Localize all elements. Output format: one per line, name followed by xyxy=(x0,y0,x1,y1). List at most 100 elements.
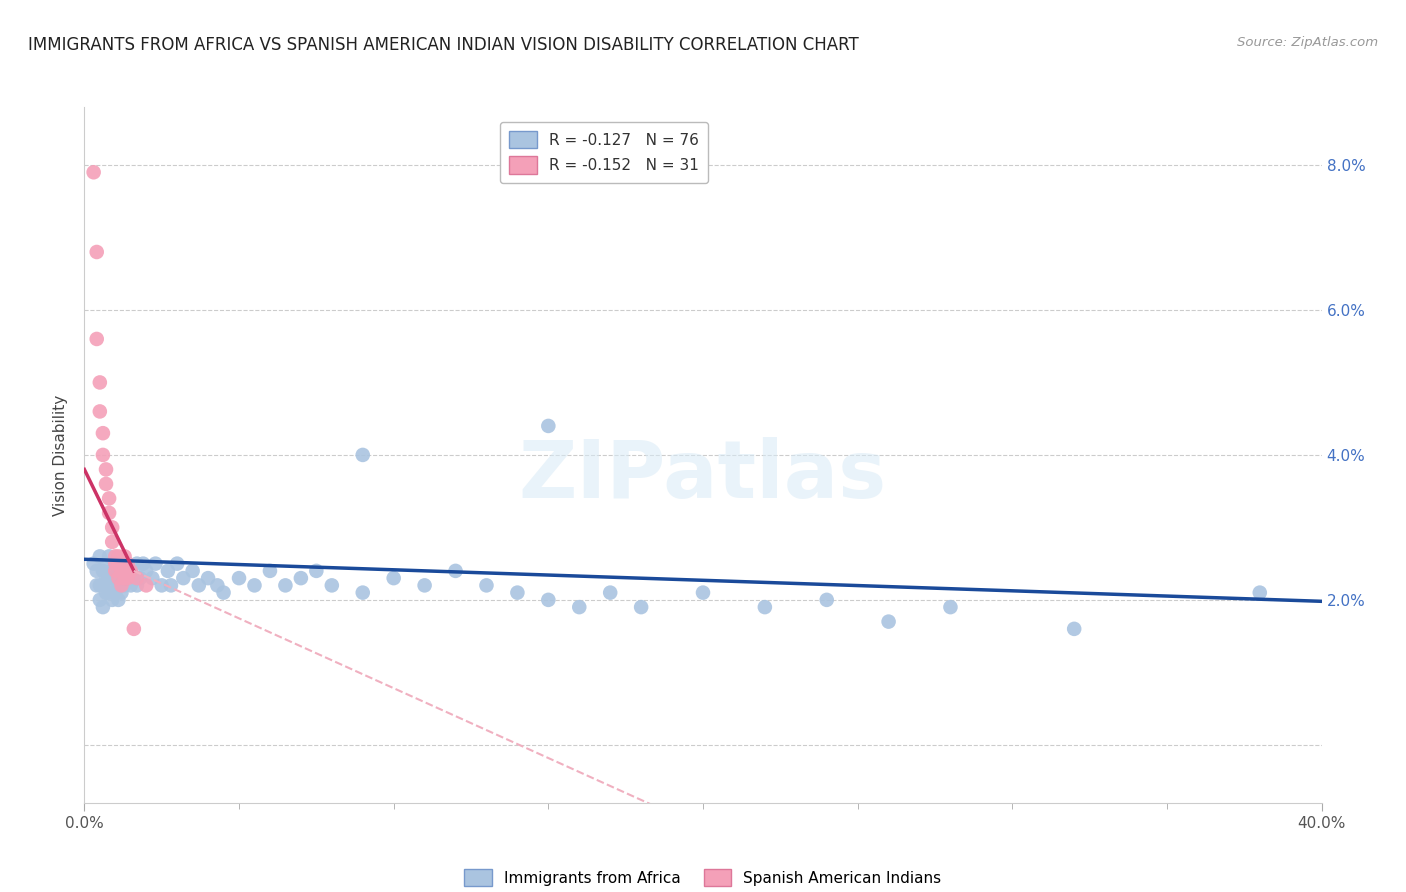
Point xyxy=(110,557,132,571)
Point xyxy=(132,557,155,571)
Point xyxy=(86,244,108,259)
Point xyxy=(107,571,129,585)
Point xyxy=(135,578,157,592)
Point xyxy=(114,564,136,578)
Point xyxy=(89,549,111,564)
Point xyxy=(98,585,121,599)
Point xyxy=(754,600,776,615)
Point xyxy=(89,376,111,390)
Point xyxy=(135,564,157,578)
Point xyxy=(692,585,714,599)
Point xyxy=(125,578,148,592)
Point xyxy=(166,557,188,571)
Point xyxy=(104,571,127,585)
Point xyxy=(352,585,374,599)
Point xyxy=(125,571,148,585)
Point xyxy=(83,557,105,571)
Point xyxy=(94,462,117,476)
Point xyxy=(89,578,111,592)
Point xyxy=(94,476,117,491)
Point xyxy=(815,592,838,607)
Y-axis label: Vision Disability: Vision Disability xyxy=(53,394,69,516)
Point xyxy=(91,600,114,615)
Point xyxy=(107,578,129,592)
Point xyxy=(110,585,132,599)
Point xyxy=(413,578,436,592)
Point xyxy=(91,564,114,578)
Point xyxy=(243,578,266,592)
Point xyxy=(877,615,900,629)
Point xyxy=(120,564,142,578)
Text: IMMIGRANTS FROM AFRICA VS SPANISH AMERICAN INDIAN VISION DISABILITY CORRELATION : IMMIGRANTS FROM AFRICA VS SPANISH AMERIC… xyxy=(28,36,859,54)
Text: ZIPatlas: ZIPatlas xyxy=(519,437,887,515)
Point xyxy=(101,520,124,534)
Point xyxy=(117,571,139,585)
Point xyxy=(197,571,219,585)
Point xyxy=(91,448,114,462)
Point xyxy=(101,592,124,607)
Point xyxy=(91,578,114,592)
Point xyxy=(107,557,129,571)
Point xyxy=(89,404,111,418)
Point xyxy=(259,564,281,578)
Point xyxy=(98,491,121,506)
Point xyxy=(145,557,167,571)
Point xyxy=(98,549,121,564)
Point xyxy=(114,578,136,592)
Point xyxy=(537,592,560,607)
Point xyxy=(181,564,204,578)
Point xyxy=(160,578,183,592)
Point xyxy=(117,557,139,571)
Point xyxy=(352,448,374,462)
Point xyxy=(172,571,194,585)
Point xyxy=(94,557,117,571)
Point xyxy=(141,571,163,585)
Point xyxy=(101,564,124,578)
Point xyxy=(107,592,129,607)
Point xyxy=(86,564,108,578)
Point xyxy=(212,585,235,599)
Point xyxy=(89,592,111,607)
Point xyxy=(94,585,117,599)
Point xyxy=(156,564,179,578)
Point xyxy=(207,578,229,592)
Point xyxy=(305,564,328,578)
Point xyxy=(129,571,152,585)
Point xyxy=(114,571,136,585)
Point xyxy=(101,534,124,549)
Point xyxy=(120,578,142,592)
Point xyxy=(101,578,124,592)
Point xyxy=(599,585,621,599)
Point xyxy=(321,578,343,592)
Point xyxy=(444,564,467,578)
Point xyxy=(110,578,132,592)
Point xyxy=(107,549,129,564)
Point xyxy=(114,564,136,578)
Point xyxy=(475,578,498,592)
Point xyxy=(104,557,127,571)
Point xyxy=(150,578,173,592)
Point xyxy=(537,419,560,434)
Point xyxy=(228,571,250,585)
Point xyxy=(125,557,148,571)
Point xyxy=(86,332,108,346)
Point xyxy=(1063,622,1085,636)
Point xyxy=(120,564,142,578)
Point xyxy=(104,549,127,564)
Point xyxy=(274,578,297,592)
Point xyxy=(86,578,108,592)
Point xyxy=(110,571,132,585)
Point xyxy=(187,578,209,592)
Text: Source: ZipAtlas.com: Source: ZipAtlas.com xyxy=(1237,36,1378,49)
Point xyxy=(104,557,127,571)
Point xyxy=(110,557,132,571)
Point xyxy=(98,571,121,585)
Point xyxy=(91,426,114,441)
Point xyxy=(104,585,127,599)
Point xyxy=(104,564,127,578)
Point xyxy=(290,571,312,585)
Point xyxy=(83,165,105,179)
Point xyxy=(382,571,405,585)
Point xyxy=(1249,585,1271,599)
Point xyxy=(122,622,145,636)
